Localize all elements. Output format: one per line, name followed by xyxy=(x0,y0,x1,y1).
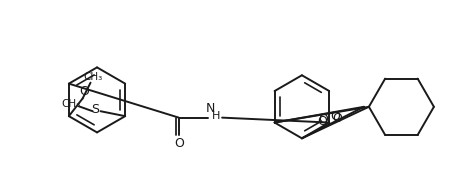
Text: CH₃: CH₃ xyxy=(61,99,80,109)
Text: N: N xyxy=(205,102,214,115)
Text: S: S xyxy=(91,103,100,116)
Text: H: H xyxy=(212,111,220,121)
Text: O: O xyxy=(316,115,326,128)
Text: O: O xyxy=(174,137,183,150)
Text: O: O xyxy=(318,113,327,126)
Text: CH₃: CH₃ xyxy=(83,72,102,82)
Text: O: O xyxy=(330,110,340,123)
Text: O: O xyxy=(331,112,341,125)
Text: O: O xyxy=(79,85,90,98)
